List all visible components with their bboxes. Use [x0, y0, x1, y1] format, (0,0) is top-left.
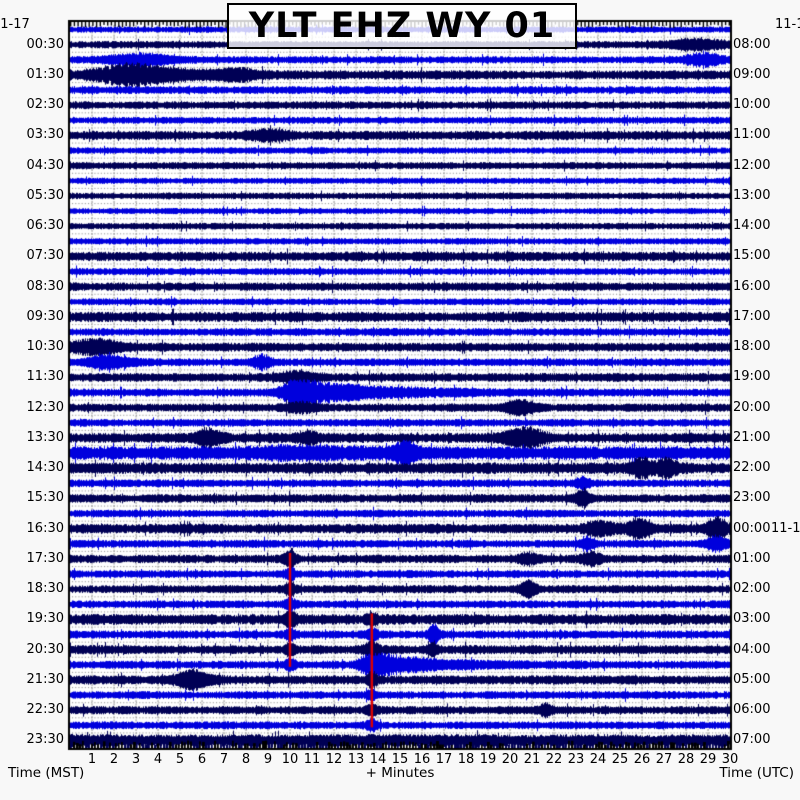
minute-tick-label: 18 [457, 752, 475, 767]
right-time-label: 18:00 [733, 339, 771, 355]
station-title-box: YLT EHZ WY 01 [227, 3, 577, 49]
right-time-label: 15:00 [733, 248, 771, 264]
left-time-label: 02:30 [26, 97, 64, 113]
right-time-label: 22:00 [733, 460, 771, 476]
minute-tick-label: 16 [413, 752, 431, 767]
left-time-label: 09:30 [26, 308, 64, 324]
right-time-label: 16:00 [733, 278, 771, 294]
right-time-label: 10:00 [733, 97, 771, 113]
minute-tick-label: 2 [109, 752, 119, 767]
left-time-label: 15:30 [26, 490, 64, 506]
left-time-label: 23:30 [26, 732, 64, 748]
left-time-label: 01:30 [26, 66, 64, 82]
right-time-label: 11:00 [733, 127, 771, 143]
date-label-top-left: 11-17 [0, 17, 30, 32]
right-time-label: 05:00 [733, 671, 771, 687]
left-time-label: 19:30 [26, 611, 64, 627]
minute-tick-label: 3 [131, 752, 141, 767]
left-time-label: 00:30 [26, 36, 64, 52]
minute-tick-label: 10 [281, 752, 299, 767]
station-title: YLT EHZ WY 01 [248, 6, 556, 46]
right-time-label: 19:00 [733, 369, 771, 385]
left-time-label: 05:30 [26, 187, 64, 203]
minute-tick-label: 15 [391, 752, 409, 767]
minute-tick-label: 8 [241, 752, 251, 767]
minute-tick-label: 22 [545, 752, 563, 767]
left-time-label: 16:30 [26, 520, 64, 536]
left-time-label: 08:30 [26, 278, 64, 294]
left-time-label: 12:30 [26, 399, 64, 415]
minute-tick-label: 27 [655, 752, 673, 767]
minute-tick-label: 21 [523, 752, 541, 767]
minute-tick-label: 9 [263, 752, 273, 767]
minute-tick-label: 13 [347, 752, 365, 767]
left-time-label: 17:30 [26, 550, 64, 566]
right-time-label: 04:00 [733, 641, 771, 657]
right-time-label: 01:00 [733, 550, 771, 566]
right-time-label: 12:00 [733, 157, 771, 173]
minute-tick-label: 11 [303, 752, 321, 767]
left-time-label: 03:30 [26, 127, 64, 143]
left-time-label: 22:30 [26, 702, 64, 718]
left-time-label: 18:30 [26, 581, 64, 597]
left-time-label: 10:30 [26, 339, 64, 355]
right-time-label: 21:00 [733, 429, 771, 445]
minute-tick-label: 1 [87, 752, 97, 767]
left-axis-caption: Time (MST) [8, 765, 85, 781]
minute-tick-label: 19 [479, 752, 497, 767]
left-time-label: 07:30 [26, 248, 64, 264]
left-time-label: 06:30 [26, 218, 64, 234]
bottom-axis-caption: + Minutes [365, 765, 435, 781]
right-time-label: 13:00 [733, 187, 771, 203]
right-axis-caption: Time (UTC) [719, 765, 794, 781]
minute-tick-label: 5 [175, 752, 185, 767]
minute-tick-label: 4 [153, 752, 163, 767]
date-label-rollover: 11-18 [771, 520, 800, 536]
right-time-label: 17:00 [733, 308, 771, 324]
date-label-top-right: 11-17 [775, 17, 800, 32]
minute-tick-label: 17 [435, 752, 453, 767]
minute-tick-label: 25 [611, 752, 629, 767]
left-time-label: 20:30 [26, 641, 64, 657]
right-time-label: 02:00 [733, 581, 771, 597]
left-time-label: 14:30 [26, 460, 64, 476]
right-time-label: 06:00 [733, 702, 771, 718]
minute-tick-label: 12 [325, 752, 343, 767]
right-time-label: 03:00 [733, 611, 771, 627]
minute-tick-label: 29 [699, 752, 717, 767]
right-time-label: 07:00 [733, 732, 771, 748]
minute-tick-label: 30 [721, 752, 739, 767]
right-time-label: 23:00 [733, 490, 771, 506]
right-time-label: 09:00 [733, 66, 771, 82]
minute-tick-label: 26 [633, 752, 651, 767]
minute-tick-label: 24 [589, 752, 607, 767]
minute-tick-label: 7 [219, 752, 229, 767]
minute-tick-label: 20 [501, 752, 519, 767]
minute-tick-label: 28 [677, 752, 695, 767]
left-time-label: 13:30 [26, 429, 64, 445]
minute-tick-label: 23 [567, 752, 585, 767]
right-time-label: 20:00 [733, 399, 771, 415]
right-time-label: 14:00 [733, 218, 771, 234]
right-time-label: 00:00 [733, 520, 771, 536]
left-time-label: 11:30 [26, 369, 64, 385]
right-time-label: 08:00 [733, 36, 771, 52]
minute-tick-label: 6 [197, 752, 207, 767]
left-time-label: 21:30 [26, 671, 64, 687]
left-time-label: 04:30 [26, 157, 64, 173]
minute-tick-label: 14 [369, 752, 387, 767]
